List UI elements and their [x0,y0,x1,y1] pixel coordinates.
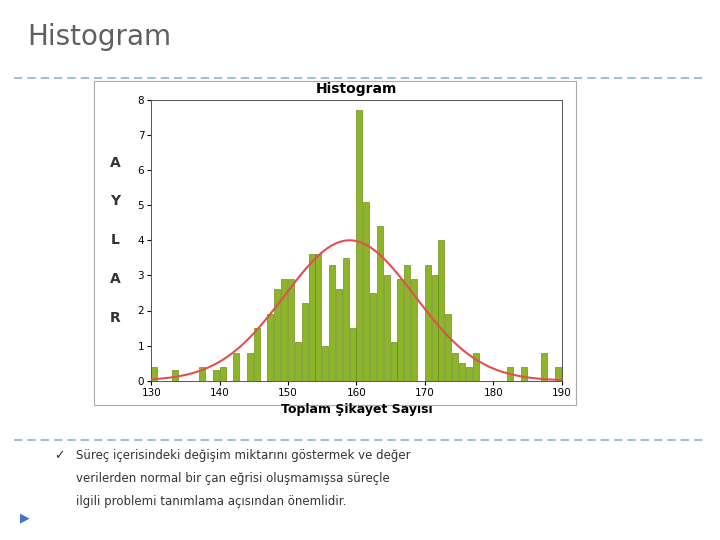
Bar [384,275,390,381]
Bar [350,328,356,381]
Text: ✓: ✓ [54,449,65,462]
Bar [356,111,362,381]
Bar [411,279,417,381]
Text: Y: Y [110,194,120,208]
Bar [377,226,383,381]
Bar [172,370,178,381]
Title: Histogram: Histogram [315,82,397,96]
Bar [391,342,397,381]
Bar [397,279,403,381]
Text: ▶: ▶ [20,512,30,525]
Text: A: A [110,272,120,286]
Bar [445,314,451,381]
Bar [473,353,479,381]
Bar [220,367,225,381]
Text: L: L [111,233,120,247]
Bar [343,258,348,381]
Bar [364,202,369,381]
Bar [282,279,287,381]
Bar [254,328,260,381]
Bar [233,353,239,381]
Bar [268,314,274,381]
Text: Süreç içerisindeki değişim miktarını göstermek ve değer: Süreç içerisindeki değişim miktarını gös… [76,449,410,462]
Bar [213,370,219,381]
Bar [295,342,301,381]
Bar [323,346,328,381]
Bar [459,363,465,381]
Bar [405,265,410,381]
Bar [541,353,547,381]
Text: A: A [110,156,120,170]
Bar [466,367,472,381]
Bar [432,275,438,381]
Bar [247,353,253,381]
Bar [308,254,315,381]
X-axis label: Toplam Şikayet Sayısı: Toplam Şikayet Sayısı [281,403,432,416]
Bar [521,367,526,381]
Text: R: R [110,311,120,325]
Bar [274,289,280,381]
Text: ilgili problemi tanımlama açısından önemlidir.: ilgili problemi tanımlama açısından önem… [76,495,346,508]
Bar [302,303,307,381]
Bar [452,353,458,381]
Bar [370,293,376,381]
Bar [336,289,342,381]
Bar [288,279,294,381]
Text: Histogram: Histogram [27,23,171,51]
Bar [315,254,321,381]
Bar [329,265,335,381]
Bar [425,265,431,381]
Bar [507,367,513,381]
Bar [438,240,444,381]
Bar [554,367,561,381]
Text: verilerden normal bir çan eğrisi oluşmamışsa süreçle: verilerden normal bir çan eğrisi oluşmam… [76,472,390,485]
Bar [199,367,205,381]
Bar [151,367,157,381]
